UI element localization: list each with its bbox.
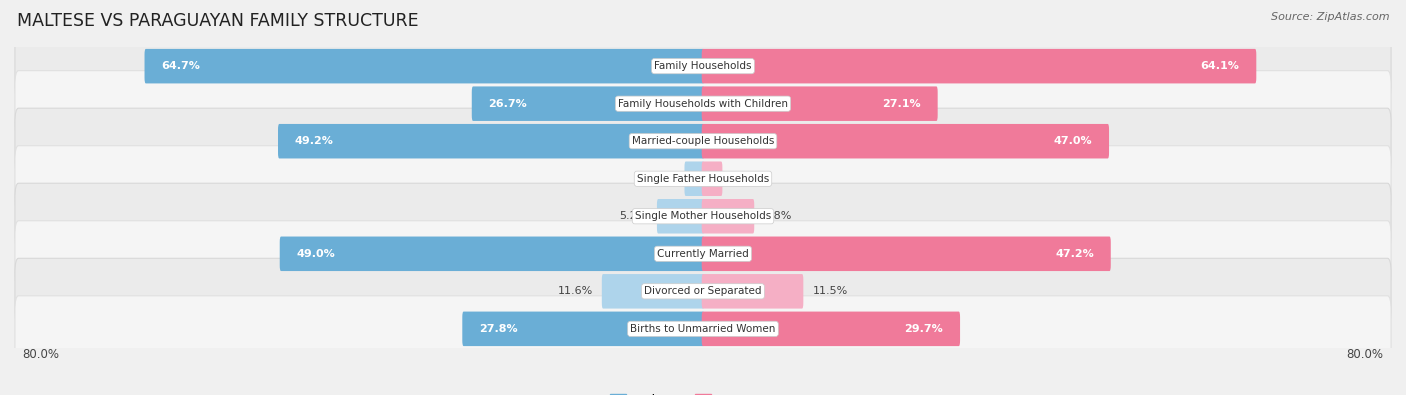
Text: MALTESE VS PARAGUAYAN FAMILY STRUCTURE: MALTESE VS PARAGUAYAN FAMILY STRUCTURE [17, 12, 419, 30]
FancyBboxPatch shape [702, 237, 1111, 271]
Text: 80.0%: 80.0% [1347, 348, 1384, 361]
Text: 26.7%: 26.7% [488, 99, 527, 109]
Text: Family Households: Family Households [654, 61, 752, 71]
Text: Single Father Households: Single Father Households [637, 174, 769, 184]
FancyBboxPatch shape [702, 162, 723, 196]
FancyBboxPatch shape [657, 199, 704, 233]
Text: Married-couple Households: Married-couple Households [631, 136, 775, 146]
FancyBboxPatch shape [15, 108, 1391, 174]
FancyBboxPatch shape [145, 49, 704, 83]
FancyBboxPatch shape [15, 221, 1391, 287]
Text: Currently Married: Currently Married [657, 249, 749, 259]
FancyBboxPatch shape [702, 312, 960, 346]
Text: 49.2%: 49.2% [295, 136, 333, 146]
Text: Divorced or Separated: Divorced or Separated [644, 286, 762, 296]
FancyBboxPatch shape [15, 146, 1391, 212]
Text: Family Households with Children: Family Households with Children [619, 99, 787, 109]
Text: 27.1%: 27.1% [882, 99, 921, 109]
FancyBboxPatch shape [15, 183, 1391, 249]
FancyBboxPatch shape [702, 274, 803, 308]
FancyBboxPatch shape [463, 312, 704, 346]
FancyBboxPatch shape [702, 87, 938, 121]
FancyBboxPatch shape [702, 49, 1257, 83]
Text: 49.0%: 49.0% [297, 249, 335, 259]
Text: 11.6%: 11.6% [558, 286, 593, 296]
Text: Single Mother Households: Single Mother Households [636, 211, 770, 221]
Text: 5.2%: 5.2% [620, 211, 648, 221]
FancyBboxPatch shape [602, 274, 704, 308]
Text: Source: ZipAtlas.com: Source: ZipAtlas.com [1271, 12, 1389, 22]
FancyBboxPatch shape [472, 87, 704, 121]
FancyBboxPatch shape [15, 296, 1391, 362]
Text: 80.0%: 80.0% [22, 348, 59, 361]
FancyBboxPatch shape [702, 124, 1109, 158]
FancyBboxPatch shape [15, 33, 1391, 99]
Text: 47.2%: 47.2% [1056, 249, 1094, 259]
FancyBboxPatch shape [685, 162, 704, 196]
Text: 5.8%: 5.8% [763, 211, 792, 221]
Legend: Maltese, Paraguayan: Maltese, Paraguayan [610, 394, 796, 395]
Text: 11.5%: 11.5% [813, 286, 848, 296]
Text: 2.1%: 2.1% [731, 174, 759, 184]
FancyBboxPatch shape [702, 199, 754, 233]
Text: 64.1%: 64.1% [1201, 61, 1240, 71]
Text: Births to Unmarried Women: Births to Unmarried Women [630, 324, 776, 334]
Text: 47.0%: 47.0% [1053, 136, 1092, 146]
FancyBboxPatch shape [15, 71, 1391, 137]
Text: 2.0%: 2.0% [647, 174, 675, 184]
Text: 64.7%: 64.7% [162, 61, 200, 71]
Text: 27.8%: 27.8% [479, 324, 517, 334]
Text: 29.7%: 29.7% [904, 324, 943, 334]
FancyBboxPatch shape [15, 258, 1391, 324]
FancyBboxPatch shape [280, 237, 704, 271]
FancyBboxPatch shape [278, 124, 704, 158]
